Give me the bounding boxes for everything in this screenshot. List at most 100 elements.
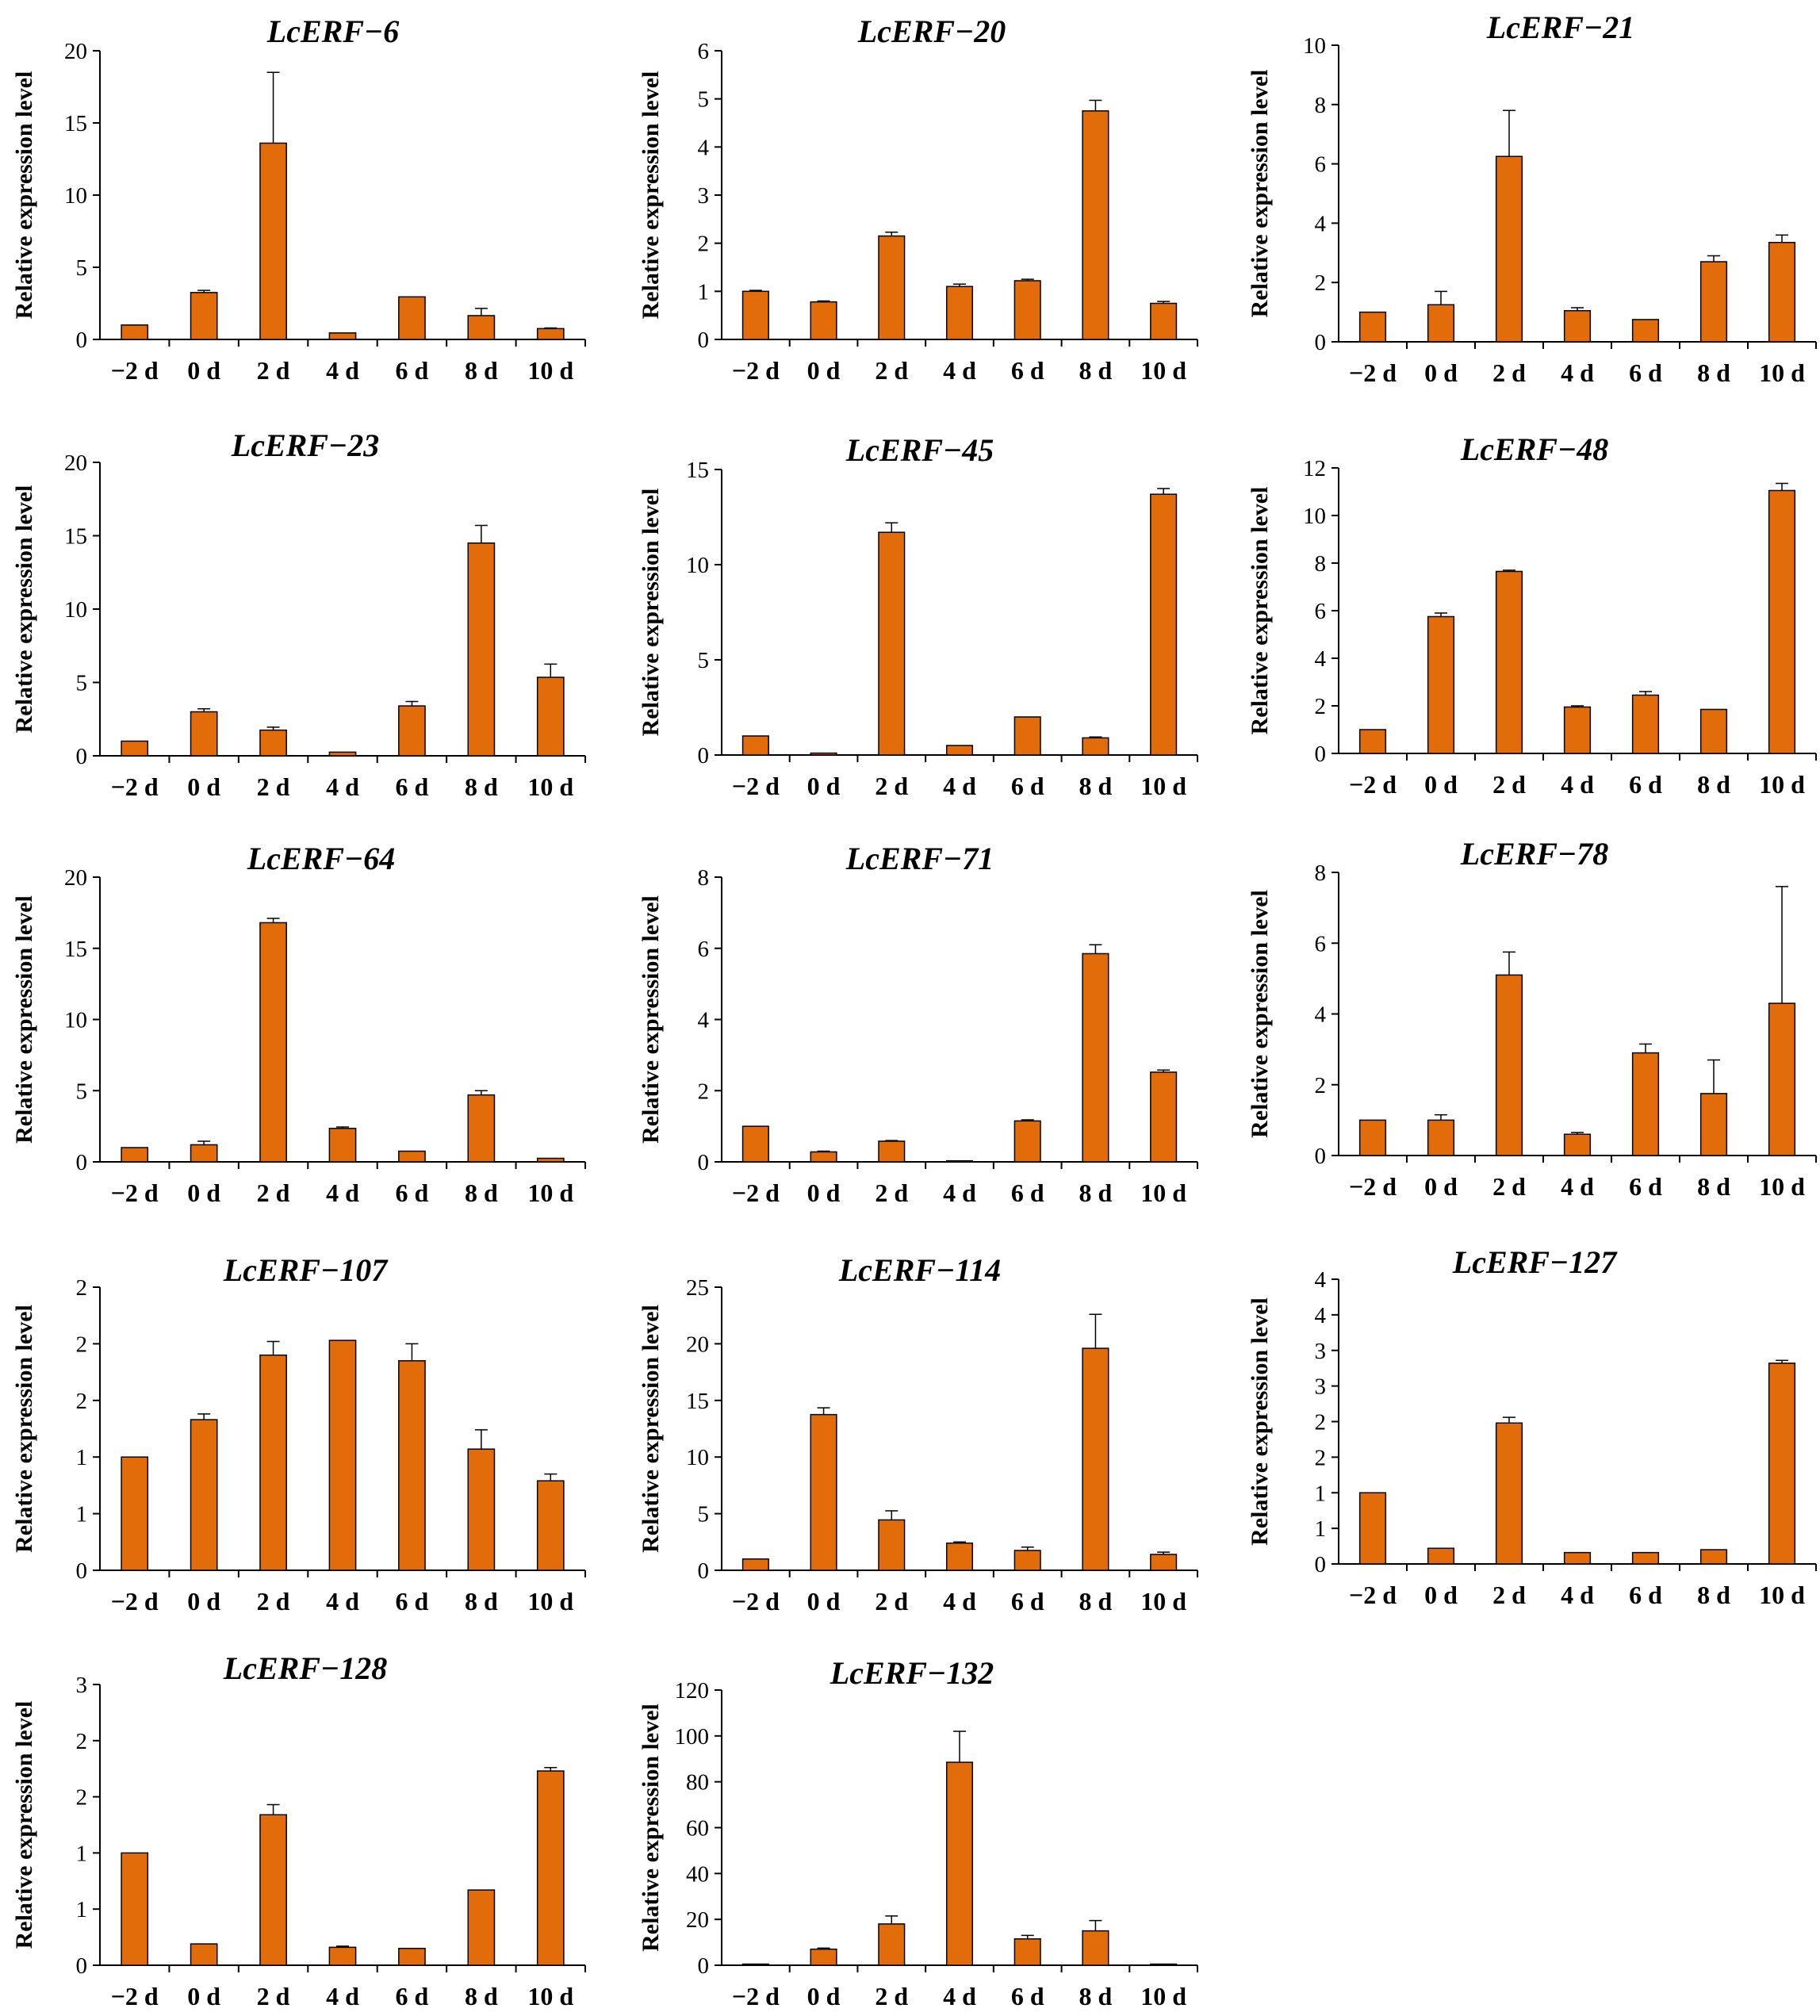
x-tick-label: 8 d — [465, 1982, 498, 2010]
bar — [259, 922, 287, 1163]
x-tick-label: 2 d — [875, 772, 908, 800]
chart-title: LcERF−64 — [247, 841, 395, 876]
x-tick-label: 2 d — [875, 1179, 908, 1207]
x-tick-label: 6 d — [1629, 358, 1662, 387]
x-tick-label: 8 d — [1079, 1982, 1113, 2010]
x-tick-label: 0 d — [807, 1982, 841, 2010]
chart-title: LcERF−114 — [838, 1252, 1001, 1288]
y-tick-label: 100 — [675, 1724, 710, 1750]
y-tick-label: 2 — [1315, 694, 1327, 719]
bar — [398, 296, 426, 340]
y-tick-label: 40 — [686, 1861, 709, 1887]
y-tick-label: 1 — [1315, 1516, 1327, 1542]
chart-panel-12: LcERF−127 Relative expression level 0 1 1 2 2 3… — [1247, 1244, 1817, 1609]
x-tick-label: 2 d — [257, 1982, 290, 2010]
y-tick-label: 10 — [686, 1445, 709, 1470]
x-tick-label: 8 d — [1697, 358, 1730, 387]
chart-title: LcERF−78 — [1460, 836, 1608, 872]
x-tick-label: 2 d — [875, 356, 908, 385]
y-tick-label: 20 — [686, 1907, 709, 1933]
bar — [190, 1144, 218, 1163]
x-tick-label: 10 d — [527, 356, 573, 385]
y-tick-label: 1 — [698, 279, 710, 305]
bar — [121, 1852, 149, 1966]
x-tick-label: 8 d — [1697, 1581, 1730, 1609]
y-tick-label: 3 — [1315, 1339, 1327, 1364]
x-tick-label: −2 d — [1349, 358, 1397, 387]
x-tick-label: −2 d — [1349, 1581, 1397, 1609]
y-tick-label: 6 — [1315, 152, 1327, 178]
bar — [1150, 1963, 1178, 1966]
x-tick-label: 10 d — [527, 1587, 573, 1615]
y-tick-label: 15 — [64, 524, 87, 550]
x-tick-label: 6 d — [396, 1179, 429, 1207]
y-tick-label: 0 — [76, 744, 88, 769]
bar — [1495, 1422, 1523, 1565]
bar — [1358, 311, 1387, 343]
bar — [878, 1923, 906, 1966]
y-tick-label: 15 — [686, 458, 709, 483]
bar — [536, 328, 565, 340]
bar — [810, 752, 837, 756]
x-tick-label: 6 d — [1011, 356, 1044, 385]
bar — [1150, 493, 1178, 756]
y-tick-label: 2 — [76, 1332, 88, 1357]
y-tick-label: 0 — [1315, 1552, 1327, 1577]
x-tick-label: 10 d — [1140, 356, 1186, 385]
x-tick-label: 4 d — [943, 1982, 976, 2010]
bar — [259, 729, 287, 757]
bar — [1768, 1363, 1796, 1565]
bar — [1768, 1002, 1796, 1156]
x-tick-label: 8 d — [1079, 356, 1113, 385]
bar — [398, 1948, 426, 1966]
x-tick-label: 0 d — [187, 356, 220, 385]
x-tick-label: 10 d — [527, 1982, 573, 2010]
chart-title: LcERF−107 — [223, 1252, 389, 1288]
y-tick-label: 0 — [1315, 330, 1327, 355]
x-tick-label: 4 d — [326, 1587, 359, 1615]
bar — [467, 1448, 496, 1571]
y-tick-label: 10 — [1303, 504, 1326, 529]
y-tick-label: 2 — [76, 1275, 88, 1301]
y-tick-label: 0 — [1315, 1144, 1327, 1169]
x-tick-label: 0 d — [187, 1587, 220, 1615]
bar — [1699, 1549, 1728, 1565]
bar — [1699, 708, 1728, 754]
chart-title: LcERF−23 — [231, 427, 379, 463]
chart-title: LcERF−127 — [1452, 1244, 1618, 1280]
x-tick-label: 4 d — [326, 1179, 359, 1207]
bar — [398, 1360, 426, 1571]
y-tick-label: 1 — [1315, 1481, 1327, 1506]
x-tick-label: 2 d — [257, 1179, 290, 1207]
y-axis-label: Relative expression level — [11, 1701, 37, 1949]
bar — [878, 1140, 906, 1163]
x-tick-label: 4 d — [326, 1982, 359, 2010]
y-tick-label: 10 — [1303, 33, 1326, 59]
chart-panel-14: LcERF−132 Relative expression level 0 20 40 6… — [638, 1655, 1198, 2010]
chart-title: LcERF−21 — [1486, 10, 1634, 45]
bar — [1013, 1120, 1041, 1163]
chart-panel-4: LcERF−23 Relative expression level 0 5 10 15 2… — [11, 427, 586, 801]
bar — [328, 751, 357, 757]
y-axis-label: Relative expression level — [11, 1305, 37, 1553]
y-tick-label: 80 — [686, 1770, 709, 1796]
bar — [945, 1159, 974, 1163]
bar — [878, 531, 906, 756]
x-tick-label: 6 d — [1011, 772, 1044, 800]
y-tick-label: 0 — [698, 1558, 710, 1584]
bar — [741, 1558, 769, 1571]
bar — [398, 705, 426, 757]
y-tick-label: 10 — [686, 553, 709, 578]
y-tick-label: 5 — [76, 671, 88, 696]
bar — [1013, 280, 1041, 340]
y-axis-label: Relative expression level — [638, 489, 664, 737]
x-tick-label: 6 d — [396, 772, 429, 801]
x-tick-label: 2 d — [1492, 358, 1526, 387]
y-tick-label: 0 — [698, 743, 710, 768]
bar — [1563, 1551, 1592, 1565]
x-tick-label: −2 d — [111, 1982, 159, 2010]
bar — [259, 142, 287, 340]
y-tick-label: 4 — [1315, 646, 1327, 672]
bar — [1631, 694, 1660, 754]
bar — [945, 745, 974, 756]
